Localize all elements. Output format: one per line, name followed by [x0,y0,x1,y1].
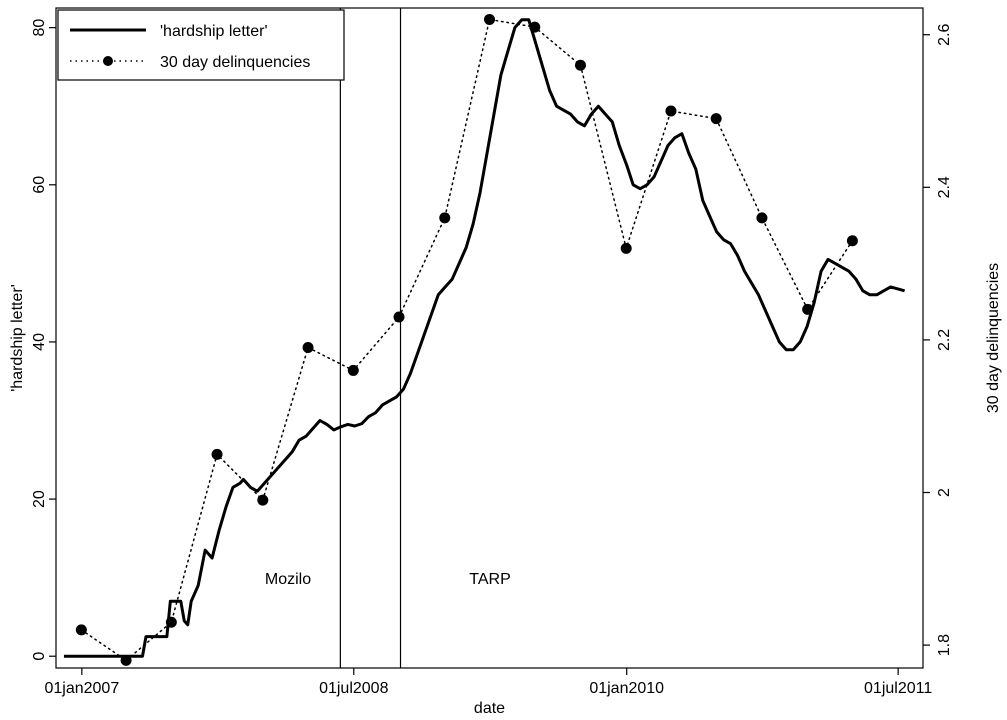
y-right-tick-label-2: 2 [936,488,953,497]
plot-area [55,7,924,669]
data-point-delinquencies-12 [620,242,632,254]
series-line-30-day-delinquencies [80,18,854,662]
data-point-delinquencies-6 [347,364,359,376]
data-point-delinquencies-7 [393,311,405,323]
data-point-delinquencies-17 [846,235,858,247]
annotation-label-mozilo: Mozilo [265,571,311,588]
y-right-axis: 1.8 2 2.2 2.4 2.6 [923,23,953,656]
data-point-delinquencies-8 [439,212,451,224]
legend-box [57,9,345,81]
annotation-lines [339,8,402,668]
x-axis: 01jan2007 01jul2008 01jan2010 01jul2011 [44,668,932,697]
y-left-axis: 0 20 40 60 80 [31,19,56,661]
y-left-axis-title: 'hardship letter' [9,284,26,392]
data-point-delinquencies-14 [710,113,722,125]
y-left-tick-label-40: 40 [31,333,48,351]
legend-label-delinquencies: 30 day delinquencies [160,54,310,71]
data-point-delinquencies-11 [574,59,586,71]
x-tick-label-01jan2007: 01jan2007 [44,680,119,697]
data-point-delinquencies-10 [529,21,541,33]
y-right-tick-label-2-4: 2.4 [936,176,953,198]
data-point-delinquencies-9 [484,13,495,25]
series-layer [63,13,906,666]
plot-frame [55,7,924,669]
data-point-delinquencies-2 [165,616,177,628]
y-left-tick-label-0: 0 [31,652,48,661]
legend: 'hardship letter' 30 day delinquencies [57,9,345,81]
legend-label-hardship-letter: 'hardship letter' [160,23,268,40]
x-tick-label-01jan2010: 01jan2010 [589,680,664,697]
y-right-tick-label-2-2: 2.2 [936,329,953,351]
y-right-axis-title: 30 day delinquencies [985,263,1002,413]
x-tick-label-01jul2011: 01jul2011 [864,680,932,697]
data-point-delinquencies-3 [211,448,223,460]
y-left-tick-label-20: 20 [31,490,48,508]
data-point-delinquencies-5 [302,342,314,354]
data-point-delinquencies-15 [756,212,768,224]
data-point-delinquencies-16 [802,303,814,315]
x-tick-label-01jul2008: 01jul2008 [319,680,389,697]
data-point-delinquencies-13 [665,105,677,117]
data-point-delinquencies-0 [75,624,87,636]
data-point-delinquencies-4 [257,494,269,506]
legend-marker-delinquencies [103,56,113,66]
y-left-tick-label-60: 60 [31,176,48,194]
data-point-delinquencies-1 [120,654,132,666]
y-right-tick-label-1-8: 1.8 [936,634,953,656]
y-left-tick-label-80: 80 [31,19,48,37]
x-axis-title: date [474,700,505,717]
annotation-label-tarp: TARP [469,571,510,588]
y-right-tick-label-2-6: 2.6 [936,23,953,45]
